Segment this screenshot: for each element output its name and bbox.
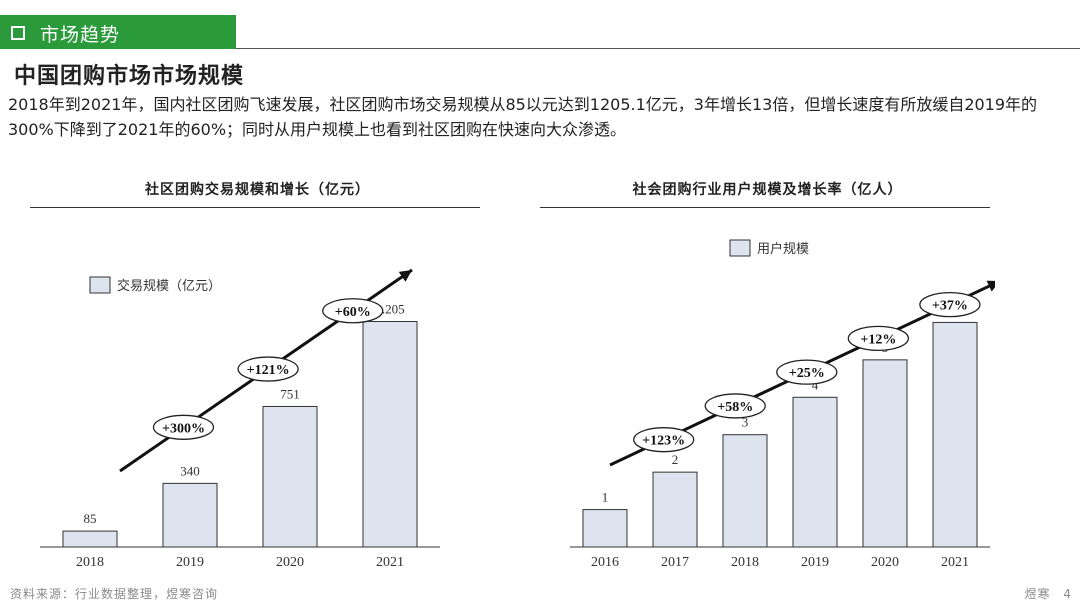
- growth-arrow-head: [398, 270, 412, 282]
- growth-badge: [152, 414, 215, 440]
- bar: [62, 530, 118, 548]
- x-tick-label: 2017: [661, 555, 689, 570]
- x-tick-label: 2018: [731, 555, 759, 570]
- bar: [582, 509, 628, 548]
- bar-value-label: 2: [672, 452, 679, 467]
- bar-value-label: 85: [84, 511, 97, 526]
- bar: [162, 482, 218, 548]
- legend-label: 交易规模（亿元）: [117, 278, 221, 293]
- chart-title-rule: [30, 207, 480, 208]
- growth-label: +25%: [789, 366, 825, 381]
- header-rule: [236, 48, 1080, 49]
- chart-transaction-scale: 社区团购交易规模和增长（亿元） 交易规模（亿元） 85 2018 340 2019 751…: [30, 175, 485, 575]
- bar-value-label: 340: [180, 463, 200, 478]
- chart-svg: 交易规模（亿元）852018340201975120201.2052021+30…: [40, 268, 440, 570]
- growth-badge: [776, 359, 838, 385]
- section-header: 市场趋势: [0, 15, 236, 49]
- growth-arrow-head: [986, 280, 995, 292]
- growth-badge: [322, 298, 384, 324]
- bar: [722, 434, 768, 548]
- chart-svg: 用户规模120162201732018420195202062021+123%+…: [570, 239, 995, 570]
- growth-label: +60%: [335, 305, 371, 320]
- footer-source: 资料来源：行业数据整理，煜寒咨询: [10, 587, 219, 601]
- legend-swatch: [729, 239, 751, 257]
- summary-text: 2018年到2021年，国内社区团购飞速发展，社区团购市场交易规模从85以元达到…: [8, 95, 1038, 139]
- footer-brand: 煜寒 4: [1025, 585, 1072, 602]
- bar-value-label: 4: [812, 377, 819, 392]
- page-number: 4: [1063, 587, 1072, 601]
- chart-title: 社区团购交易规模和增长（亿元）: [145, 182, 370, 198]
- x-tick-label: 2019: [801, 555, 829, 570]
- legend-swatch: [89, 276, 111, 294]
- legend-label: 用户规模: [757, 241, 809, 256]
- bar: [652, 471, 698, 548]
- growth-badge: [237, 356, 299, 382]
- bar: [262, 405, 318, 548]
- chart-user-scale: 社会团购行业用户规模及增长率（亿人） 用户规模 1 2016 2 2017 3 2018 4 2…: [540, 175, 995, 575]
- chart-title: 社会团购行业用户规模及增长率（亿人）: [632, 182, 903, 198]
- growth-badge: [633, 427, 695, 453]
- growth-label: +37%: [932, 299, 968, 314]
- section-title: 市场趋势: [40, 24, 121, 46]
- growth-badge: [847, 325, 909, 352]
- growth-label: +58%: [717, 400, 753, 415]
- footer-brand-name: 煜寒: [1024, 587, 1051, 601]
- x-tick-label: 2016: [591, 555, 619, 570]
- growth-label: +12%: [860, 332, 896, 347]
- square-icon: [11, 26, 25, 40]
- growth-label: +121%: [247, 363, 290, 378]
- growth-label: +123%: [642, 434, 685, 449]
- bar: [932, 321, 978, 548]
- x-tick-label: 2019: [176, 555, 204, 570]
- bar: [862, 359, 908, 548]
- x-tick-label: 2018: [76, 555, 104, 570]
- growth-label: +300%: [162, 421, 205, 436]
- x-tick-label: 2020: [871, 555, 899, 570]
- x-tick-label: 2020: [276, 555, 304, 570]
- growth-badge: [704, 393, 766, 419]
- bar-value-label: 3: [742, 415, 749, 430]
- bar: [792, 396, 838, 548]
- bar-value-label: 1: [602, 490, 609, 505]
- bar-value-label: 751: [280, 386, 300, 401]
- bar: [362, 320, 418, 548]
- chart-title-rule: [540, 207, 990, 208]
- page-title: 中国团购市场市场规模: [14, 64, 245, 89]
- x-tick-label: 2021: [376, 555, 404, 570]
- x-tick-label: 2021: [941, 555, 969, 570]
- growth-badge: [919, 291, 981, 318]
